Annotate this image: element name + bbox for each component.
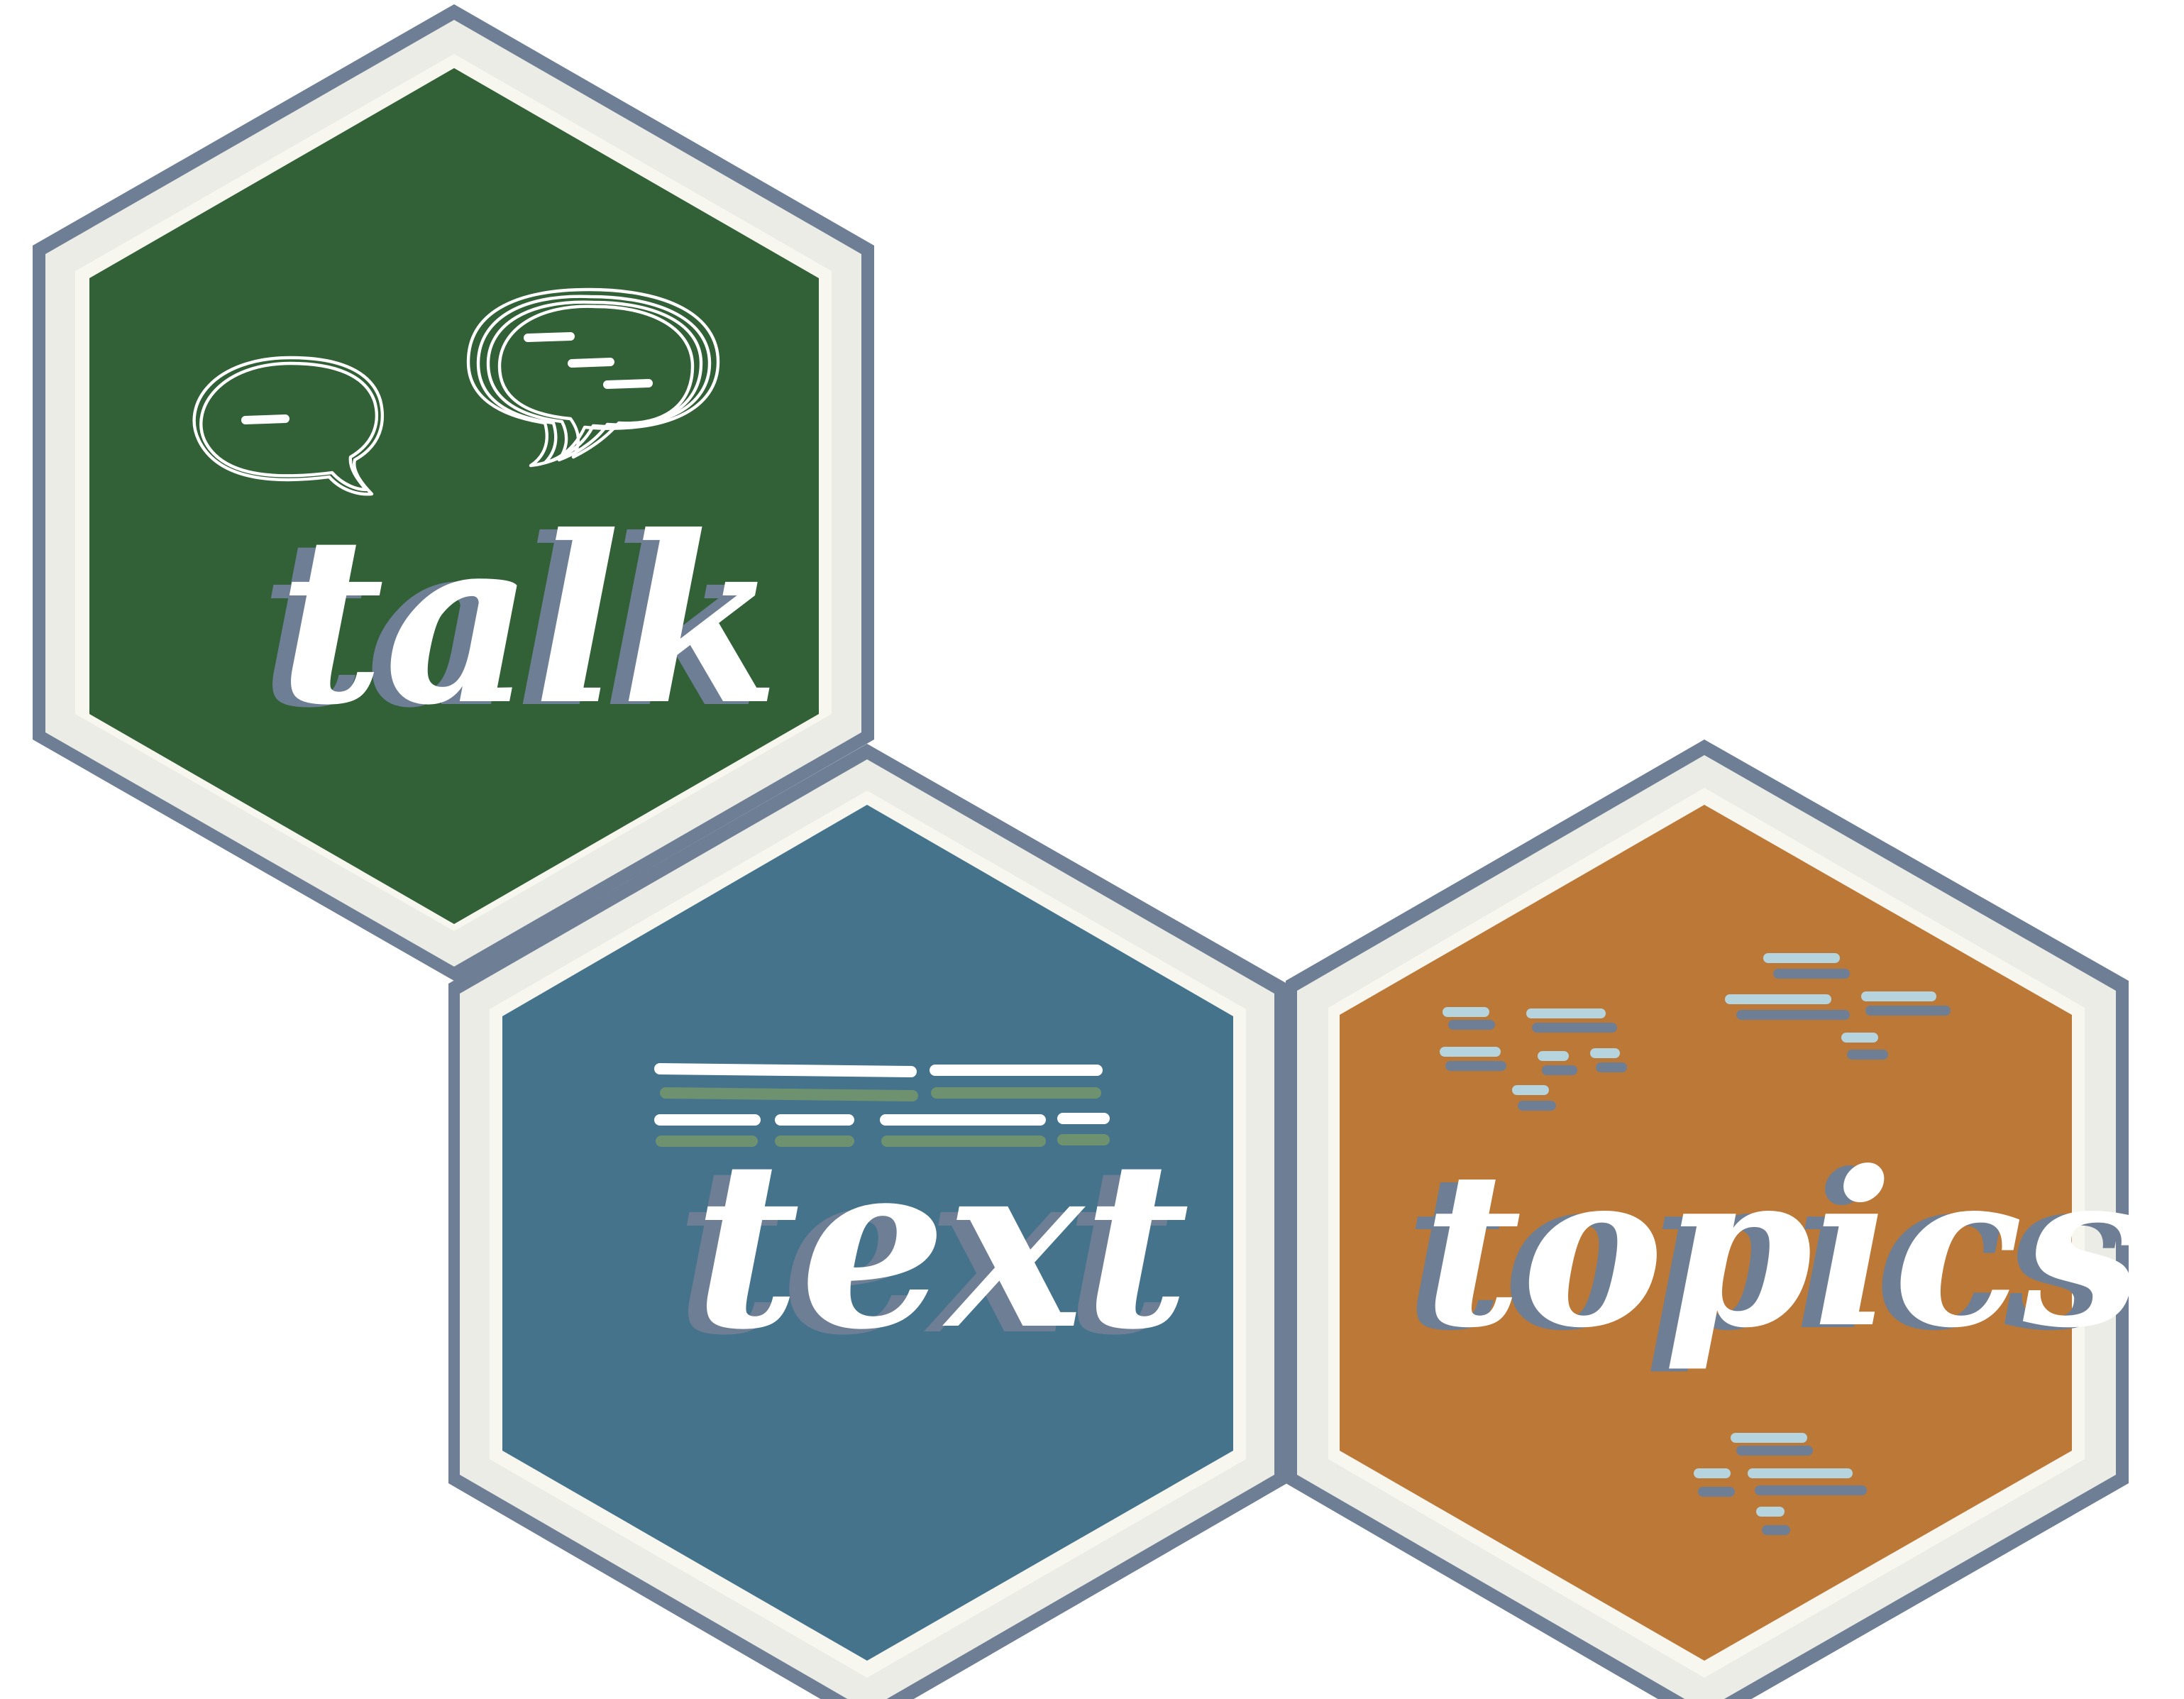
hex-text-word-shadow: text xyxy=(675,1116,1171,1386)
text-lines-icon xyxy=(654,1063,1110,1147)
hex-text-fill xyxy=(502,805,1233,1661)
hex-talk-word-shadow: talk xyxy=(260,489,761,759)
hex-text-word: text xyxy=(694,1111,1190,1380)
hex-text: text text xyxy=(448,744,1287,1699)
speech-bubbles-icon xyxy=(192,287,720,496)
dash-clusters-icon xyxy=(1440,953,1951,1535)
hex-topics-fill xyxy=(1340,805,2072,1661)
hex-topics: topics topics xyxy=(1286,739,2143,1699)
hex-talk-word: talk xyxy=(278,486,780,756)
hex-topics-word: topics xyxy=(1423,1124,2143,1375)
hex-topics-word-shadow: topics xyxy=(1405,1127,2124,1378)
hex-talk-fill xyxy=(89,68,819,924)
hex-talk: talk talk xyxy=(33,4,874,981)
